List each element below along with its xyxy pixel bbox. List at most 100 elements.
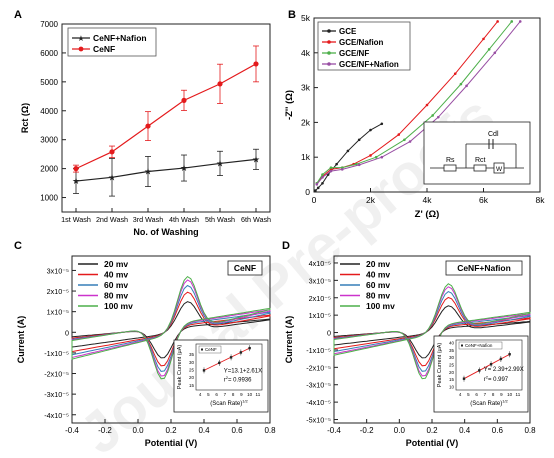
inset-x-tick-label: 8 [492,392,495,397]
data-point [314,189,317,192]
y-tick-label: 5k [301,13,311,23]
inset-y-tick-label: 35 [449,348,455,353]
y-tick-label: -2x10⁻⁵ [44,370,69,379]
data-point: ★ [144,167,152,177]
x-tick-label: 0.6 [231,426,243,435]
data-point [340,168,344,171]
legend-label: CeNF+Nafion [93,33,147,43]
inset-x-tick-label: 7 [224,392,227,397]
x-axis-label: Z' (Ω) [415,209,440,220]
data-point [357,163,361,167]
legend-label: GCE/NF+Nafion [339,60,399,69]
data-point [217,81,223,87]
legend-marker: ★ [77,34,84,43]
data-point [465,84,468,88]
y-tick-label: 7000 [40,20,58,29]
equivalent-circuit-inset: Cdl Rs Rct W [423,121,531,185]
data-point: ★ [180,163,188,173]
inset-data-point [248,346,251,350]
inset-r-squared: r2= 0.9936 [224,375,252,384]
data-point: ★ [252,154,260,164]
legend-label: 60 mv [104,280,128,290]
inset-legend-label: CeNF [205,347,217,352]
inset-x-tick-label: 5 [207,392,210,397]
inset-fit-equation: Y=13.1+2.61X [224,369,262,375]
inset-y-axis-label: Peak Current (μA) [437,343,443,388]
data-point: ★ [216,158,224,168]
y-tick-label: -4x10⁻⁵ [306,398,331,407]
x-tick-label: 2nd Wash [96,215,128,224]
legend-marker [327,40,331,44]
x-tick-label: 1st Wash [61,215,91,224]
panel-label-d: D [282,240,290,252]
inset-x-axis-label-text: (Scan Rate) [470,401,502,407]
y-tick-label: 1000 [40,194,58,203]
y-axis-label: Current (A) [16,316,26,364]
legend-label: 60 mv [366,280,390,290]
y-axis-label: Rct (Ω) [20,103,30,133]
x-tick-label: -0.2 [360,426,374,435]
inset-r-squared-symbol: r [484,377,486,383]
data-point [482,37,485,41]
inset-y-tick-label: 30 [189,360,195,365]
data-point [496,20,499,23]
chart-title-box [227,260,263,276]
inset-x-axis-label: (Scan Rate)1/2 [210,399,248,408]
data-point [380,122,384,126]
inset-x-tick-label: 6 [215,392,218,397]
data-point [145,123,151,129]
y-tick-label: -2x10⁻⁵ [306,363,331,372]
y-tick-label: -3x10⁻⁵ [44,390,69,399]
series-line-CeNF [75,63,257,170]
inset-y-tick-label: 25 [189,368,195,373]
y-tick-label: 2000 [40,165,58,174]
inset-y-axis-label: Peak Current (μA) [177,345,183,390]
inset-y-tick-label: 40 [449,340,455,345]
circuit-label-rct: Rct [475,157,486,164]
chart-title-box [445,260,523,276]
data-point [369,128,372,132]
inset-x-tick-label: 11 [256,392,261,397]
panel-label-a: A [14,9,22,21]
y-tick-label: 1x10⁻⁵ [47,308,69,317]
x-tick-label: 5th Wash [205,215,235,224]
legend-label: 80 mv [366,291,390,301]
inset-data-point [499,357,503,361]
data-point [329,169,333,173]
inset-legend-box [198,345,222,354]
x-tick-label: 0.8 [264,426,276,435]
y-tick-label: 3x10⁻⁵ [309,276,331,285]
inset-r-squared-symbol: r [224,378,226,384]
data-point [315,183,319,186]
y-tick-label: 2x10⁻⁵ [309,294,331,303]
legend-label: 100 mv [104,301,133,311]
data-point [321,182,324,185]
x-tick-label: 0.6 [492,426,504,435]
inset-data-point [202,369,206,372]
cv-curve-100-mv [71,275,271,380]
x-tick-label: 6k [479,195,489,205]
inset-box [173,339,269,413]
inset-legend-box [458,341,503,350]
y-tick-label: 0 [305,187,310,197]
y-axis-label: Current (A) [284,316,294,364]
inset-x-tick-label: 11 [516,392,521,397]
data-point [346,149,350,153]
legend-label: 80 mv [104,291,128,301]
x-tick-label: 0.4 [198,426,210,435]
data-point: ★ [72,176,80,186]
inset-x-axis-label-exp: 1/2 [242,399,248,404]
inset-x-tick-label: 5 [467,392,470,397]
legend-label: GCE [339,27,357,36]
inset-x-tick-label: 8 [232,392,235,397]
inset-y-tick-label: 10 [449,385,455,390]
data-point [459,82,463,86]
x-tick-label: 0.0 [132,426,144,435]
x-tick-label: 4k [423,195,433,205]
series-line-CeNF+Nafion [75,158,257,182]
data-point [253,61,259,67]
